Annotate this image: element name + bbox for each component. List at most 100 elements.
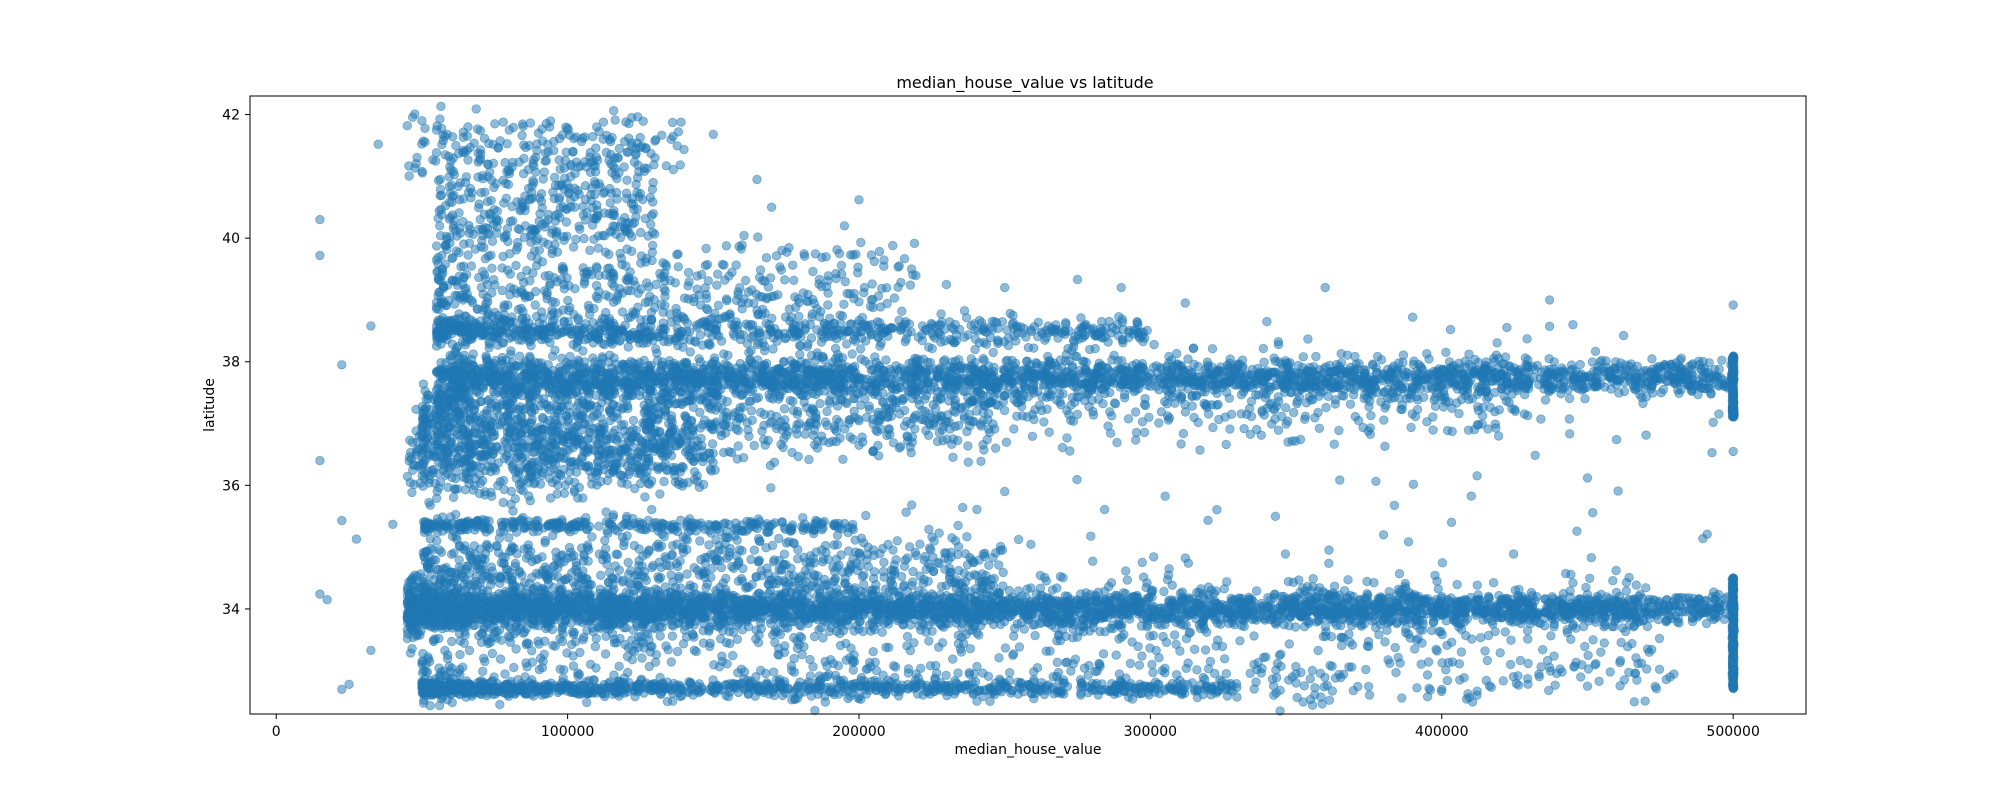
data-point [1249,631,1259,641]
data-point [1380,637,1390,647]
data-point [1176,596,1186,606]
data-point [1621,586,1632,596]
data-point [1670,593,1681,603]
data-point [447,623,458,633]
data-point [1142,578,1152,588]
data-point [1466,634,1477,644]
data-point [1343,575,1353,585]
data-point [679,625,690,635]
data-point [1500,627,1511,637]
data-points [315,101,1740,716]
data-point [1428,616,1439,627]
data-point [1599,638,1610,648]
data-point [518,628,529,639]
data-point [1599,605,1610,616]
data-point [1127,637,1137,647]
data-point [1284,639,1295,649]
data-point [1719,614,1730,625]
data-point [938,622,949,632]
data-point [751,634,761,644]
data-point [1173,615,1184,626]
data-point [1244,592,1254,603]
data-point [1007,685,1017,696]
data-point [1566,598,1577,609]
data-point [1431,644,1441,655]
data-point [1044,597,1054,607]
data-point [1394,569,1405,579]
data-point [607,620,618,630]
data-point [1052,583,1062,593]
data-point [404,589,415,600]
data-point [1014,642,1025,652]
data-point [698,626,708,636]
data-point [1227,595,1238,606]
data-point [1069,619,1079,630]
data-point [798,611,808,621]
data-point [593,685,603,695]
data-point [1418,619,1428,630]
data-point [482,636,493,646]
data-point [506,623,516,634]
data-point [1483,591,1494,602]
data-point [1392,590,1402,600]
data-point [933,642,944,652]
data-point [1505,616,1515,626]
data-point [1110,590,1121,601]
data-point [1198,620,1209,631]
data-point [1235,597,1246,607]
data-point [627,635,637,645]
data-point [579,632,589,642]
data-point [1103,581,1114,592]
data-point [1005,668,1015,678]
data-point [1596,647,1606,657]
data-point [641,627,651,637]
data-point [430,634,441,644]
data-point [668,621,679,631]
data-point [1203,589,1214,600]
data-point [1546,631,1556,641]
data-point [834,619,844,629]
data-point [1077,614,1087,624]
data-point [1312,609,1323,620]
data-point [1611,587,1622,598]
data-point [1409,606,1419,616]
data-point [1272,616,1283,627]
data-point [1119,629,1129,640]
data-point [1321,631,1331,641]
data-point [405,648,416,658]
data-point [1516,597,1526,607]
data-point [1565,586,1575,596]
data-point [818,633,828,643]
data-point [1486,603,1497,613]
data-point [1578,621,1589,632]
data-point [1268,608,1279,619]
data-point [1148,630,1159,641]
data-point [682,686,692,696]
data-point [1308,574,1318,584]
data-point [1608,576,1618,586]
data-point [1624,572,1634,583]
data-point [1136,597,1146,607]
data-point [1433,584,1444,594]
data-point [1398,616,1409,626]
data-point [1085,589,1096,600]
data-point [1158,631,1168,642]
data-point [1640,583,1651,593]
data-point [792,684,802,694]
data-point [1053,596,1064,607]
data-point [1247,601,1258,611]
data-point [1581,582,1591,593]
data-point [902,612,913,623]
data-point [1539,621,1550,631]
data-point [1336,640,1347,651]
data-point [984,610,995,621]
data-point [1568,619,1578,630]
data-point [1537,645,1548,655]
data-point [1568,578,1578,588]
data-point [768,592,778,602]
data-point [1186,609,1196,620]
data-point [1638,616,1648,626]
data-point [497,635,507,645]
data-point [1016,677,1026,688]
data-point [1581,601,1592,612]
